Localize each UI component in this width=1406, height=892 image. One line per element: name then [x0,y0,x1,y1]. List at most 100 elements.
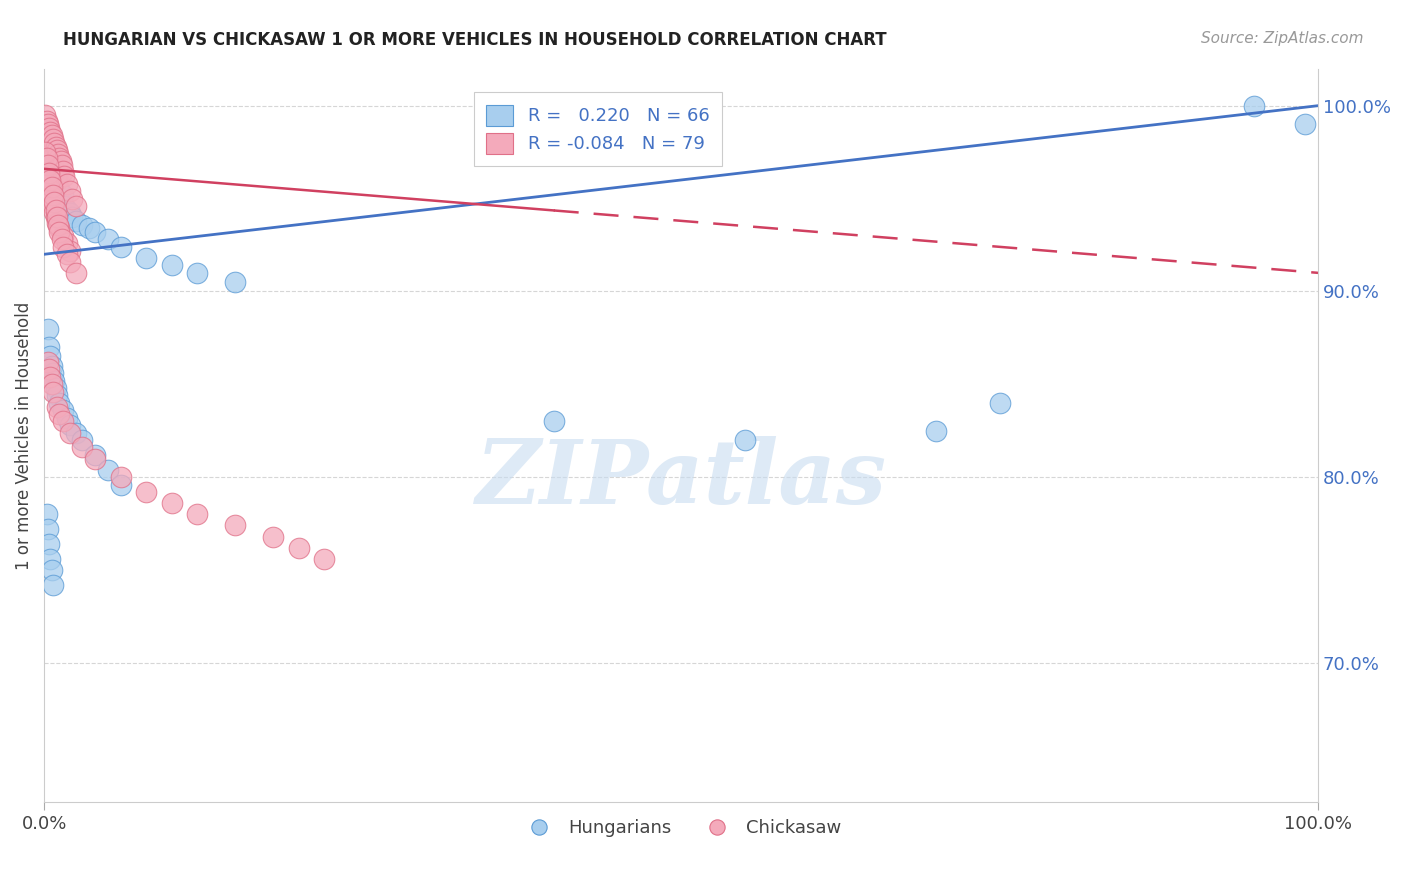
Point [42,187,65,202]
Text: HUNGARIAN VS CHICKASAW 1 OR MORE VEHICLES IN HOUSEHOLD CORRELATION CHART: HUNGARIAN VS CHICKASAW 1 OR MORE VEHICLE… [63,31,887,49]
Point [110,477,132,491]
Point [42,366,65,380]
Point [84,451,107,466]
Point [734,433,756,447]
Point [135,251,157,265]
Point [39,173,62,187]
Point [84,225,107,239]
Point [52,403,75,417]
Point [42,158,65,172]
Point [45,216,67,230]
Point [41,180,63,194]
Point [34,127,56,141]
Point [45,143,67,157]
Point [35,508,58,522]
Point [35,113,58,128]
Point [58,244,80,258]
Point [56,247,79,261]
Point [97,463,120,477]
Point [34,154,56,169]
Point [34,145,56,160]
Point [39,145,62,160]
Point [48,184,70,198]
Point [65,425,87,440]
Point [42,384,65,399]
Point [45,169,67,184]
Point [44,136,66,150]
Point [37,522,59,536]
Text: Source: ZipAtlas.com: Source: ZipAtlas.com [1201,31,1364,46]
Point [925,424,948,438]
Point [38,139,60,153]
Point [46,147,69,161]
Point [38,151,60,165]
Point [110,240,132,254]
Point [51,158,73,172]
Point [41,194,63,208]
Point [35,173,58,187]
Point [48,151,70,165]
Point [56,177,79,191]
Point [160,496,183,510]
Point [41,165,63,179]
Point [39,350,62,364]
Point [39,158,62,172]
Point [35,151,58,165]
Point [45,169,67,184]
Point [41,359,63,373]
Point [41,377,63,392]
Point [135,485,157,500]
Point [41,151,63,165]
Point [58,418,80,433]
Point [56,236,79,251]
Point [988,396,1011,410]
Point [37,173,59,187]
Point [49,192,72,206]
Point [58,254,80,268]
Point [38,120,60,135]
Point [44,374,66,388]
Point [543,414,565,428]
Point [45,381,67,395]
Point [39,370,62,384]
Point [160,259,183,273]
Point [186,508,208,522]
Point [186,266,208,280]
Point [37,321,59,335]
Point [38,362,60,376]
Point [45,173,67,187]
Text: ZIPatlas: ZIPatlas [475,436,887,523]
Point [41,128,63,143]
Point [72,433,94,447]
Point [38,165,60,179]
Point [42,187,65,202]
Point [35,132,58,146]
Point [51,232,73,246]
Point [45,388,67,402]
Y-axis label: 1 or more Vehicles in Household: 1 or more Vehicles in Household [15,301,32,569]
Point [38,169,60,184]
Point [52,187,75,202]
Point [34,108,56,122]
Point [53,169,76,184]
Point [72,218,94,232]
Point [45,210,67,224]
Point [38,340,60,354]
Point [110,470,132,484]
Point [37,177,59,191]
Point [44,173,66,187]
Point [84,448,107,462]
Point [1294,117,1316,131]
Point [45,202,67,217]
Point [37,355,59,369]
Point [45,139,67,153]
Point [39,177,62,191]
Point [46,180,69,194]
Point [58,206,80,220]
Point [45,195,67,210]
Point [49,154,72,169]
Point [38,537,60,551]
Point [56,202,79,217]
Point [65,266,87,280]
Point [60,192,83,206]
